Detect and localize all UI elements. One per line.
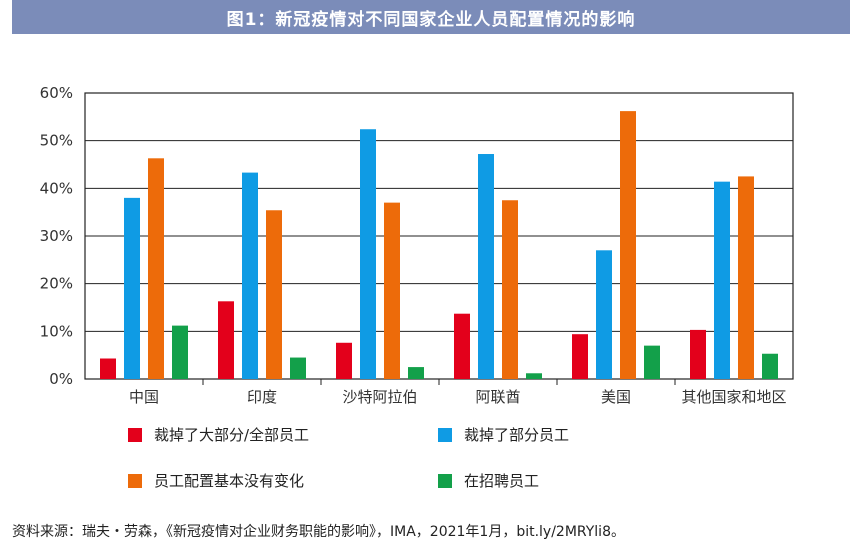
legend-item-no-change: 员工配置基本没有变化	[128, 470, 304, 491]
legend-item-major-layoffs: 裁掉了大部分/全部员工	[128, 424, 309, 445]
x-category-label: 其他国家和地区	[681, 388, 786, 406]
bar	[714, 181, 730, 379]
bar	[596, 250, 612, 379]
bar	[384, 202, 400, 379]
bar	[408, 367, 424, 379]
legend-label-some-layoffs: 裁掉了部分员工	[464, 426, 570, 444]
source-note: 资料来源：瑞夫・劳森，《新冠疫情对企业财务职能的影响》，IMA，2021年1月，…	[12, 524, 625, 540]
x-category-label: 沙特阿拉伯	[342, 388, 417, 406]
chart-title: 图1：新冠疫情对不同国家企业人员配置情况的影响	[12, 0, 850, 34]
legend-label-major-layoffs: 裁掉了大部分/全部员工	[154, 426, 310, 444]
y-tick-label: 10%	[40, 322, 73, 340]
legend-item-some-layoffs: 裁掉了部分员工	[438, 424, 569, 445]
bar	[336, 342, 352, 379]
legend-label-no-change: 员工配置基本没有变化	[154, 472, 305, 490]
y-tick-label: 30%	[40, 227, 73, 245]
bar	[218, 301, 234, 379]
y-tick-label: 20%	[40, 275, 73, 293]
y-tick-label: 0%	[49, 370, 73, 388]
y-tick-label: 40%	[40, 179, 73, 197]
legend-swatch-hiring	[438, 473, 452, 488]
legend-swatch-no-change	[128, 473, 142, 488]
chart-legend: 裁掉了大部分/全部员工 裁掉了部分员工 员工配置基本没有变化 在招聘员工	[128, 424, 728, 494]
bar	[644, 345, 660, 379]
y-tick-label: 50%	[40, 132, 73, 150]
y-tick-label: 60%	[40, 84, 73, 102]
x-category-label: 阿联酋	[475, 388, 520, 406]
bar	[454, 313, 470, 379]
bar	[242, 172, 258, 379]
bar	[148, 158, 164, 379]
bar	[762, 353, 778, 379]
bar	[690, 329, 706, 379]
x-category-label: 中国	[129, 388, 159, 406]
bar	[738, 176, 754, 379]
bar	[572, 334, 588, 379]
bar	[100, 358, 116, 379]
bar	[526, 373, 542, 379]
legend-swatch-some-layoffs	[438, 427, 452, 442]
x-category-label: 印度	[247, 388, 277, 406]
legend-label-hiring: 在招聘员工	[464, 472, 540, 490]
bar	[360, 129, 376, 379]
bar	[124, 197, 140, 379]
bar	[266, 210, 282, 379]
bar	[478, 154, 494, 379]
bar	[290, 357, 306, 379]
bar-chart: 0% 10% 20% 30% 40% 50% 60% 中国 印度 沙特阿拉伯 阿联酋 美国 其他国家和地…	[40, 84, 794, 406]
legend-item-hiring: 在招聘员工	[438, 470, 539, 491]
bar	[620, 111, 636, 379]
x-category-label: 美国	[601, 388, 631, 406]
legend-swatch-major-layoffs	[128, 427, 142, 442]
bar	[502, 200, 518, 379]
bar	[172, 325, 188, 379]
